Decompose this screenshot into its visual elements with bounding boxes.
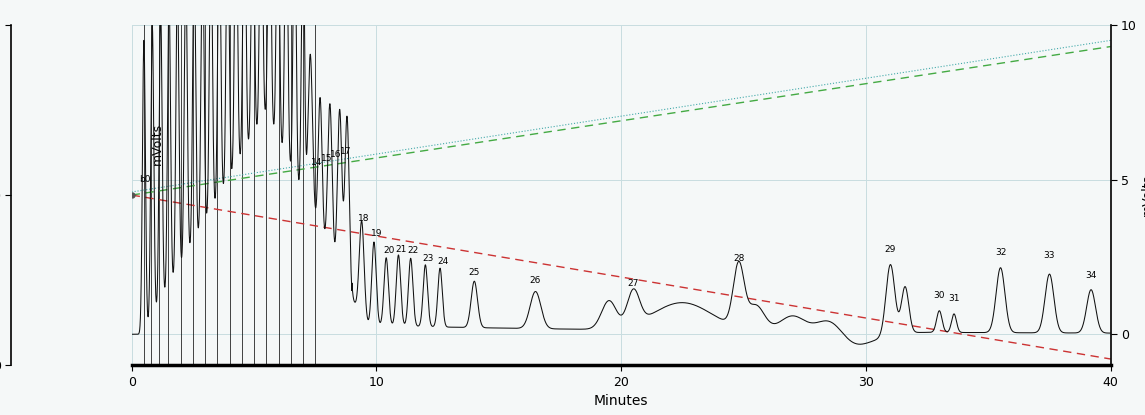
Text: 24: 24 xyxy=(437,257,448,266)
Text: 27: 27 xyxy=(627,279,639,288)
Text: 28: 28 xyxy=(733,254,744,263)
Text: 21: 21 xyxy=(395,245,406,254)
Text: 20: 20 xyxy=(382,247,394,255)
X-axis label: Minutes: Minutes xyxy=(594,394,648,408)
Text: 17: 17 xyxy=(340,147,352,156)
Text: 34: 34 xyxy=(1085,271,1097,280)
Text: 33: 33 xyxy=(1044,251,1056,260)
Y-axis label: mVolts: mVolts xyxy=(1142,174,1145,216)
Text: 30: 30 xyxy=(933,291,945,300)
Text: mVolts: mVolts xyxy=(151,123,164,165)
Text: 18: 18 xyxy=(358,214,370,223)
Text: 22: 22 xyxy=(408,247,419,255)
Text: 23: 23 xyxy=(423,254,434,263)
Text: 32: 32 xyxy=(995,248,1006,257)
Text: b0: b0 xyxy=(140,175,151,184)
Text: 29: 29 xyxy=(885,245,897,254)
Text: 15: 15 xyxy=(321,154,332,163)
Text: 31: 31 xyxy=(948,294,960,303)
Text: 25: 25 xyxy=(468,268,480,277)
Text: 19: 19 xyxy=(371,229,382,238)
Text: 16: 16 xyxy=(330,151,342,159)
Text: 14: 14 xyxy=(310,158,322,167)
Text: 26: 26 xyxy=(530,276,542,285)
